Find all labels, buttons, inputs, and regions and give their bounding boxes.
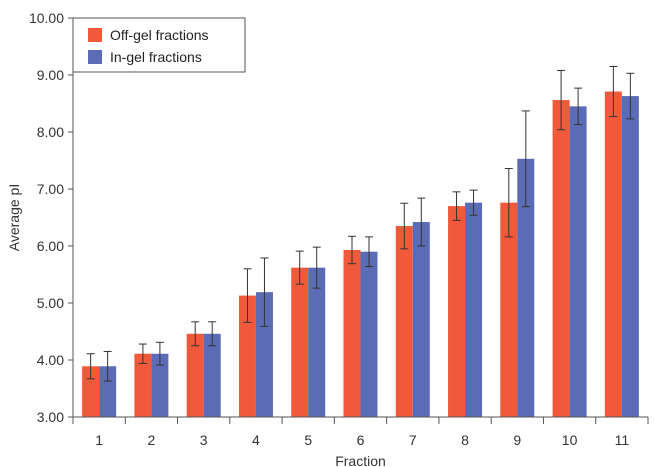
bar: [343, 249, 361, 417]
bar: [99, 366, 117, 417]
bar: [291, 267, 309, 417]
x-tick-label: 2: [148, 432, 156, 448]
legend-label-in-gel: In-gel fractions: [110, 49, 202, 65]
x-tick-label: 1: [95, 432, 103, 448]
legend-swatch-off-gel: [88, 28, 102, 42]
bars-group: [82, 91, 639, 418]
y-tick-label: 9.00: [37, 67, 64, 83]
legend: Off-gel fractions In-gel fractions: [72, 17, 246, 73]
x-tick-label: 11: [615, 432, 630, 448]
x-tick-label: 8: [461, 432, 469, 448]
y-tick-label: 3.00: [37, 409, 64, 425]
x-axis-ticks: 1 2 3 4 5 6 7 8 9 10 11: [72, 417, 649, 448]
bar: [82, 366, 100, 417]
bar: [448, 206, 466, 417]
y-tick-label: 4.00: [37, 352, 64, 368]
y-tick-label: 5.00: [37, 295, 64, 311]
x-tick-label: 4: [252, 432, 260, 448]
x-tick-label: 5: [304, 432, 312, 448]
x-tick-label: 6: [357, 432, 365, 448]
bar: [465, 202, 483, 417]
bar: [308, 267, 326, 417]
x-tick-label: 9: [513, 432, 521, 448]
bar: [151, 353, 169, 417]
y-tick-label: 8.00: [37, 124, 64, 140]
y-axis-ticks: 3.00 4.00 5.00 6.00 7.00 8.00 9.00 10.00: [29, 10, 73, 425]
legend-label-off-gel: Off-gel fractions: [110, 27, 209, 43]
bar: [517, 158, 535, 418]
bar: [203, 333, 221, 417]
x-tick-label: 10: [562, 432, 578, 448]
y-axis-title: Average pI: [6, 184, 22, 251]
bar: [604, 91, 622, 417]
bar: [569, 106, 587, 417]
legend-swatch-in-gel: [88, 50, 102, 64]
x-tick-label: 3: [200, 432, 208, 448]
bar: [621, 96, 639, 417]
bar: [552, 100, 570, 417]
bar: [395, 226, 413, 417]
bar: [255, 292, 273, 417]
bar: [186, 333, 204, 417]
bar: [360, 251, 378, 417]
error-bars-group: [86, 65, 635, 382]
bar: [412, 222, 430, 417]
bar: [238, 295, 256, 417]
bar: [500, 202, 518, 417]
y-tick-label: 7.00: [37, 181, 64, 197]
x-axis-title: Fraction: [335, 453, 386, 467]
x-tick-label: 7: [409, 432, 417, 448]
y-tick-label: 10.00: [29, 10, 64, 26]
y-tick-label: 6.00: [37, 238, 64, 254]
bar: [134, 353, 152, 417]
